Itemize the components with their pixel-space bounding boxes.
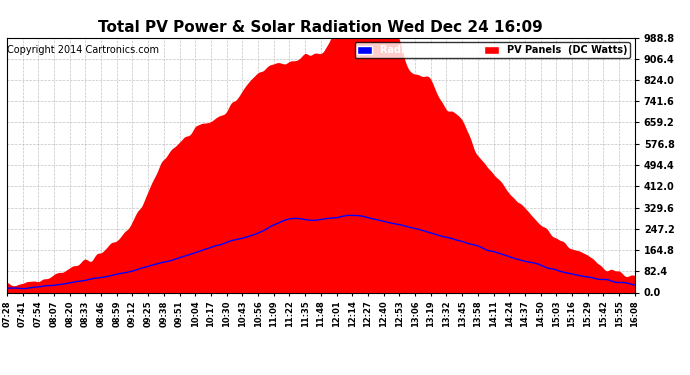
Legend: Radiation  (W/m2), PV Panels  (DC Watts): Radiation (W/m2), PV Panels (DC Watts) [355,42,630,58]
Title: Total PV Power & Solar Radiation Wed Dec 24 16:09: Total PV Power & Solar Radiation Wed Dec… [99,20,543,35]
Text: Copyright 2014 Cartronics.com: Copyright 2014 Cartronics.com [7,45,159,55]
